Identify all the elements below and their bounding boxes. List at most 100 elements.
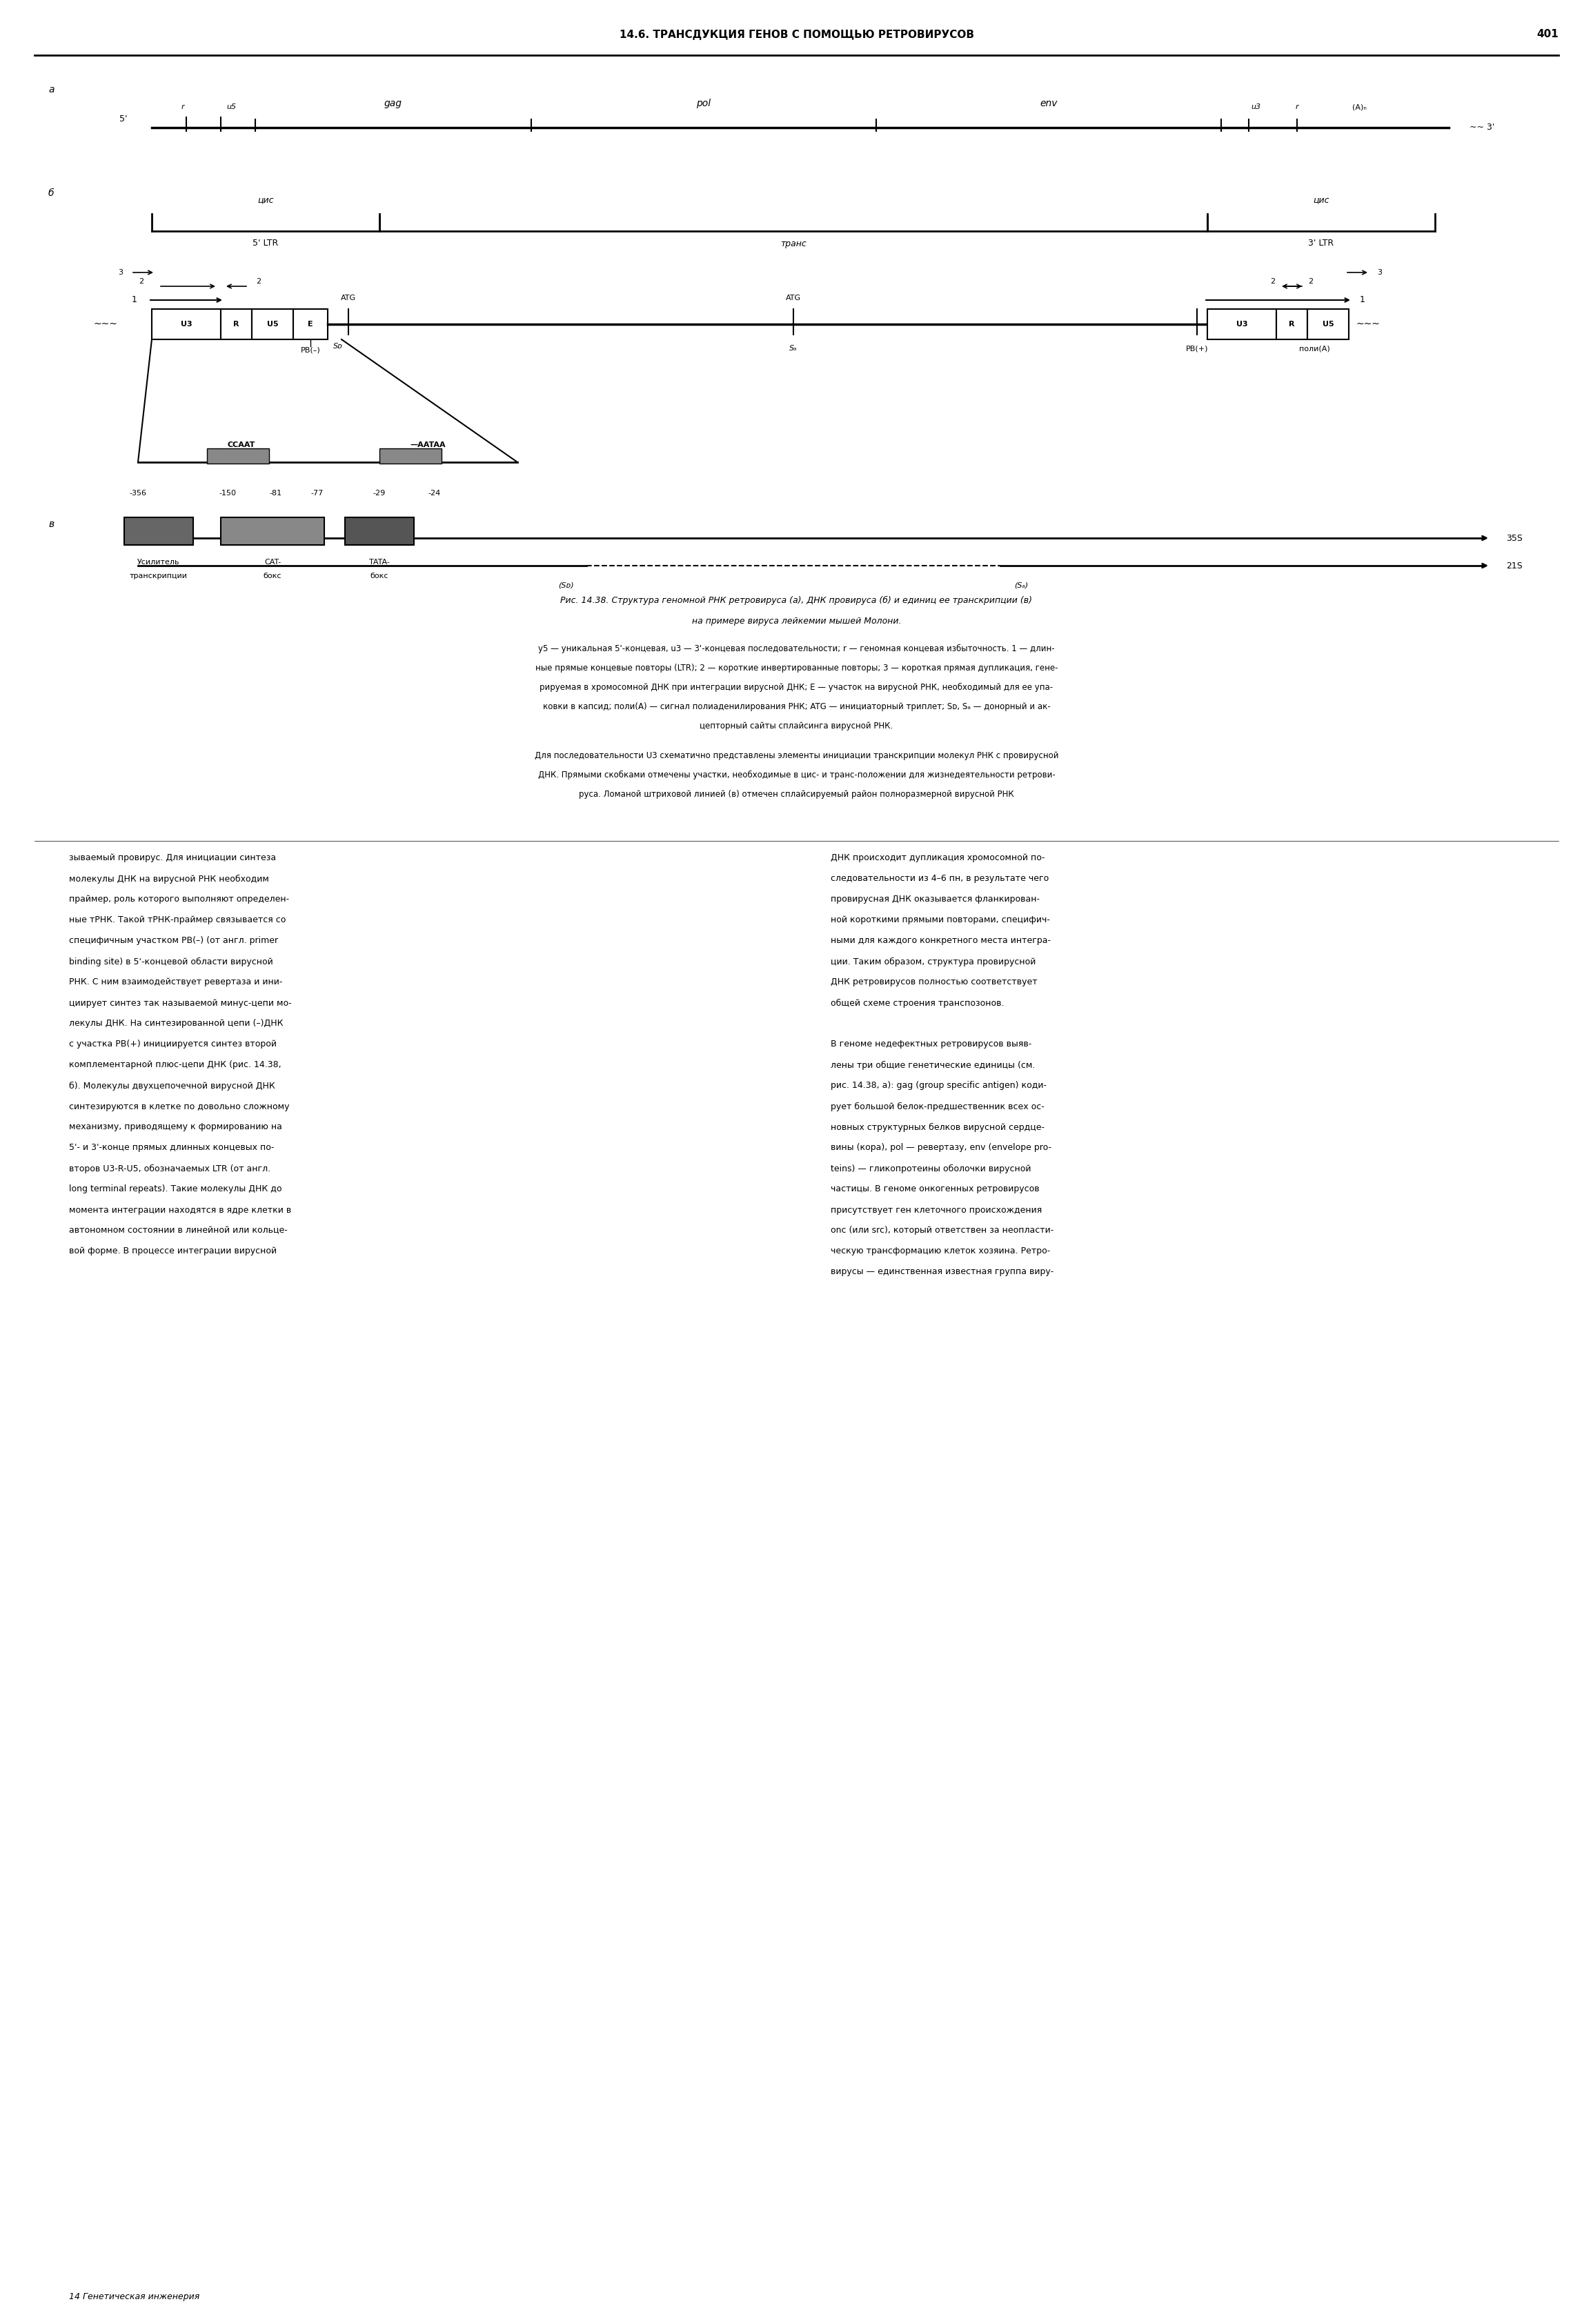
Text: PB(–): PB(–) <box>301 346 320 353</box>
Text: лекулы ДНК. На синтезированной цепи (–)ДНК: лекулы ДНК. На синтезированной цепи (–)Д… <box>68 1020 284 1027</box>
Text: руса. Ломаной штриховой линией (в) отмечен сплайсируемый район полноразмерной ви: руса. Ломаной штриховой линией (в) отмеч… <box>578 790 1015 799</box>
Text: 3' LTR: 3' LTR <box>1308 239 1333 246</box>
Bar <box>151 309 221 339</box>
Text: ДНК. Прямыми скобками отмечены участки, необходимые в цис- и транс-положении для: ДНК. Прямыми скобками отмечены участки, … <box>538 769 1055 779</box>
Text: ДНК происходит дупликация хромосомной по-: ДНК происходит дупликация хромосомной по… <box>832 853 1045 862</box>
Text: onc (или src), который ответствен за неопласти-: onc (или src), который ответствен за нео… <box>832 1227 1055 1234</box>
Text: механизму, приводящему к формированию на: механизму, приводящему к формированию на <box>68 1122 282 1132</box>
Text: R: R <box>233 321 239 328</box>
Text: ной короткими прямыми повторами, специфич-: ной короткими прямыми повторами, специфи… <box>832 916 1050 925</box>
Text: присутствует ген клеточного происхождения: присутствует ген клеточного происхождени… <box>832 1206 1042 1215</box>
Text: U3: U3 <box>1236 321 1247 328</box>
Text: Sₐ: Sₐ <box>790 344 798 351</box>
Text: зываемый провирус. Для инициации синтеза: зываемый провирус. Для инициации синтеза <box>68 853 276 862</box>
Text: -24: -24 <box>429 490 441 497</box>
Text: Для последовательности U3 схематично представлены элементы инициации транскрипци: Для последовательности U3 схематично пре… <box>535 751 1058 760</box>
Text: 5' LTR: 5' LTR <box>253 239 279 246</box>
Text: 2: 2 <box>1308 279 1313 286</box>
Text: рируемая в хромосомной ДНК при интеграции вирусной ДНК; E — участок на вирусной : рируемая в хромосомной ДНК при интеграци… <box>540 683 1053 693</box>
Text: ными для каждого конкретного места интегра-: ными для каждого конкретного места интег… <box>832 937 1051 946</box>
Text: env: env <box>1040 98 1058 109</box>
Text: синтезируются в клетке по довольно сложному: синтезируются в клетке по довольно сложн… <box>68 1102 290 1111</box>
Text: 14 Генетическая инженерия: 14 Генетическая инженерия <box>68 2291 199 2301</box>
Text: новных структурных белков вирусной сердце-: новных структурных белков вирусной сердц… <box>832 1122 1045 1132</box>
Text: цепторный сайты сплайсинга вирусной РНК.: цепторный сайты сплайсинга вирусной РНК. <box>699 720 894 730</box>
Text: -150: -150 <box>220 490 236 497</box>
Text: 2: 2 <box>256 279 261 286</box>
Text: а: а <box>48 86 54 95</box>
Text: teins) — гликопротеины оболочки вирусной: teins) — гликопротеины оболочки вирусной <box>832 1164 1031 1174</box>
Text: б: б <box>48 188 54 198</box>
Text: Рис. 14.38. Структура геномной РНК ретровируса (а), ДНК провируса (б) и единиц е: Рис. 14.38. Структура геномной РНК ретро… <box>561 595 1032 604</box>
Text: транс: транс <box>781 239 806 249</box>
Text: 3: 3 <box>1378 270 1383 277</box>
Text: CCAAT: CCAAT <box>228 442 255 449</box>
Text: 21S: 21S <box>1505 560 1523 569</box>
Text: циирует синтез так называемой минус-цепи мо-: циирует синтез так называемой минус-цепи… <box>68 999 292 1009</box>
Text: ные прямые концевые повторы (LTR); 2 — короткие инвертированные повторы; 3 — кор: ные прямые концевые повторы (LTR); 2 — к… <box>535 662 1058 672</box>
Bar <box>221 518 325 544</box>
Text: момента интеграции находятся в ядре клетки в: момента интеграции находятся в ядре клет… <box>68 1206 292 1215</box>
Bar <box>207 449 269 462</box>
Text: цис: цис <box>1313 195 1329 205</box>
Text: В геноме недефектных ретровирусов выяв-: В геноме недефектных ретровирусов выяв- <box>832 1039 1032 1048</box>
Text: Усилитель: Усилитель <box>137 558 180 565</box>
Bar <box>346 518 414 544</box>
Text: (Sᴅ): (Sᴅ) <box>558 581 573 588</box>
Text: на примере вируса лейкемии мышей Молони.: на примере вируса лейкемии мышей Молони. <box>691 616 902 625</box>
Text: провирусная ДНК оказывается фланкирован-: провирусная ДНК оказывается фланкирован- <box>832 895 1040 904</box>
Text: U5: U5 <box>266 321 279 328</box>
Text: -356: -356 <box>129 490 147 497</box>
Text: 5': 5' <box>119 114 127 123</box>
Bar <box>293 309 328 339</box>
Text: частицы. В геноме онкогенных ретровирусов: частицы. В геноме онкогенных ретровирусо… <box>832 1185 1040 1195</box>
Text: лены три общие генетические единицы (см.: лены три общие генетические единицы (см. <box>832 1060 1035 1069</box>
Text: рис. 14.38, а): gag (group specific antigen) коди-: рис. 14.38, а): gag (group specific anti… <box>832 1081 1047 1090</box>
Text: 14.6. ТРАНСДУКЦИЯ ГЕНОВ С ПОМОЩЬЮ РЕТРОВИРУСОВ: 14.6. ТРАНСДУКЦИЯ ГЕНОВ С ПОМОЩЬЮ РЕТРОВ… <box>620 30 973 40</box>
Bar <box>1207 309 1276 339</box>
Text: 2: 2 <box>1271 279 1276 286</box>
Text: E: E <box>307 321 314 328</box>
Text: —AATAA: —AATAA <box>409 442 446 449</box>
Text: комплементарной плюс-цепи ДНК (рис. 14.38,: комплементарной плюс-цепи ДНК (рис. 14.3… <box>68 1060 282 1069</box>
Text: U3: U3 <box>180 321 193 328</box>
Text: (Sₐ): (Sₐ) <box>1015 581 1027 588</box>
Text: pol: pol <box>696 98 710 109</box>
Text: с участка PB(+) инициируется синтез второй: с участка PB(+) инициируется синтез втор… <box>68 1039 277 1048</box>
Text: TATA-: TATA- <box>370 558 390 565</box>
Text: ATG: ATG <box>341 295 357 302</box>
Text: U5: U5 <box>1322 321 1333 328</box>
Bar <box>1308 309 1349 339</box>
Text: следовательности из 4–6 пн, в результате чего: следовательности из 4–6 пн, в результате… <box>832 874 1050 883</box>
Bar <box>221 309 252 339</box>
Text: вой форме. В процессе интеграции вирусной: вой форме. В процессе интеграции вирусно… <box>68 1248 277 1255</box>
Text: r: r <box>1295 105 1298 109</box>
Text: CAT-: CAT- <box>264 558 280 565</box>
Text: binding site) в 5'-концевой области вирусной: binding site) в 5'-концевой области виру… <box>68 957 272 967</box>
Text: рует большой белок-предшественник всех ос-: рует большой белок-предшественник всех о… <box>832 1102 1045 1111</box>
Text: у5 — уникальная 5'-концевая, u3 — 3'-концевая последовательности; r — геномная к: у5 — уникальная 5'-концевая, u3 — 3'-кон… <box>538 644 1055 653</box>
Text: ции. Таким образом, структура провирусной: ции. Таким образом, структура провирусно… <box>832 957 1035 967</box>
Text: ДНК ретровирусов полностью соответствует: ДНК ретровирусов полностью соответствует <box>832 978 1037 988</box>
Text: Sᴅ: Sᴅ <box>333 344 342 349</box>
Text: 1: 1 <box>132 295 137 304</box>
Text: PB(+): PB(+) <box>1185 344 1207 351</box>
Text: r: r <box>182 105 185 109</box>
Text: R: R <box>1289 321 1295 328</box>
Text: автономном состоянии в линейной или кольце-: автономном состоянии в линейной или коль… <box>68 1227 287 1234</box>
Text: ~~~: ~~~ <box>94 318 118 330</box>
Text: бокс: бокс <box>263 572 282 579</box>
Text: ковки в капсид; поли(A) — сигнал полиаденилирования РНК; ATG — инициаторный трип: ковки в капсид; поли(A) — сигнал полиаде… <box>543 702 1050 711</box>
Text: 35S: 35S <box>1505 535 1523 541</box>
Text: 3: 3 <box>118 270 123 277</box>
Text: gag: gag <box>384 98 401 109</box>
Text: 401: 401 <box>1537 30 1558 40</box>
Text: второв U3-R-U5, обозначаемых LTR (от англ.: второв U3-R-U5, обозначаемых LTR (от анг… <box>68 1164 271 1174</box>
Text: в: в <box>48 521 54 530</box>
Text: ческую трансформацию клеток хозяина. Ретро-: ческую трансформацию клеток хозяина. Рет… <box>832 1248 1050 1255</box>
Text: бокс: бокс <box>370 572 389 579</box>
Text: вирусы — единственная известная группа виру-: вирусы — единственная известная группа в… <box>832 1267 1055 1276</box>
Text: 5'- и 3'-конце прямых длинных концевых по-: 5'- и 3'-конце прямых длинных концевых п… <box>68 1143 274 1153</box>
Text: ATG: ATG <box>785 295 801 302</box>
Text: ~~~: ~~~ <box>1356 318 1380 330</box>
